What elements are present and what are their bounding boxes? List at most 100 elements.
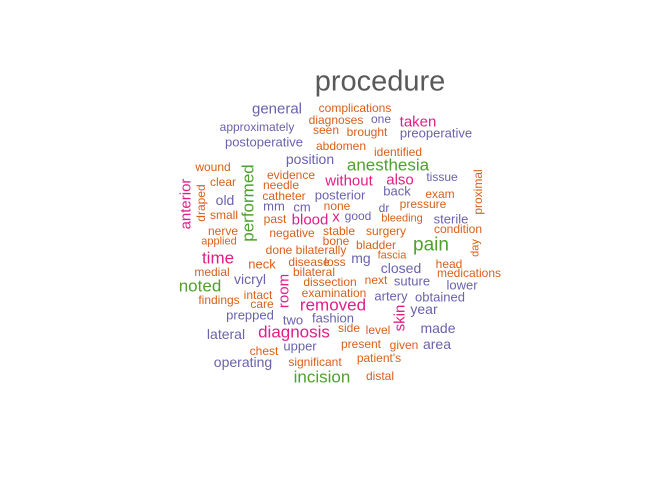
word-position: position <box>285 151 335 167</box>
word-bleeding: bleeding <box>381 212 423 225</box>
word-level: level <box>365 323 391 337</box>
word-posterior: posterior <box>314 187 366 203</box>
word-catheter: catheter <box>262 189 306 203</box>
word-done: done <box>265 243 293 257</box>
word-needle: needle <box>262 178 300 192</box>
word-one: one <box>370 112 392 126</box>
word-two: two <box>282 312 304 328</box>
word-made: made <box>420 320 456 336</box>
word-lower: lower <box>446 277 478 293</box>
word-back: back <box>383 183 411 199</box>
word-general: general <box>251 100 303 118</box>
word-surgery: surgery <box>365 224 407 238</box>
word-suture: suture <box>393 273 431 289</box>
word-mg: mg <box>351 250 371 266</box>
word-fashion: fashion <box>312 310 354 326</box>
word-room: room <box>275 273 293 309</box>
word-x: x <box>332 208 340 226</box>
word-negative: negative <box>269 226 315 240</box>
word-dr: dr <box>378 201 390 215</box>
word-mm: mm <box>263 198 285 214</box>
word-nerve: nerve <box>207 224 239 238</box>
word-proximal: proximal <box>471 169 485 215</box>
word-lateral: lateral <box>206 326 246 342</box>
word-cm: cm <box>293 199 311 215</box>
word-loss: loss <box>324 255 346 269</box>
word-diagnosis: diagnosis <box>258 322 330 342</box>
word-pain: pain <box>413 234 449 256</box>
word-also: also <box>386 171 414 189</box>
word-head: head <box>435 257 463 271</box>
word-neck: neck <box>248 256 276 272</box>
word-postoperative: postoperative <box>224 134 304 150</box>
word-day: day <box>469 239 482 257</box>
word-condition: condition <box>433 222 483 236</box>
word-vicryl: vicryl <box>234 271 266 287</box>
word-anterior: anterior <box>177 178 195 230</box>
word-obtained: obtained <box>415 289 465 305</box>
word-bilateral: bilateral <box>292 265 336 279</box>
word-dissection: dissection <box>303 275 357 289</box>
word-present: present <box>340 337 382 351</box>
word-procedure: procedure <box>314 65 446 98</box>
word-seen: seen <box>312 123 340 137</box>
word-disease: disease <box>288 255 330 269</box>
word-closed: closed <box>380 260 422 276</box>
word-performed: performed <box>238 164 258 242</box>
word-patients: patient's <box>356 351 402 365</box>
word-upper: upper <box>283 338 317 354</box>
word-small: small <box>209 208 239 222</box>
word-sterile: sterile <box>433 211 469 227</box>
word-removed: removed <box>299 295 367 315</box>
word-given: given <box>389 338 419 352</box>
word-side: side <box>337 321 361 335</box>
word-artery: artery <box>374 288 408 304</box>
word-taken: taken <box>399 113 437 131</box>
word-time: time <box>201 248 235 268</box>
word-exam: exam <box>425 187 455 201</box>
word-medications: medications <box>436 266 502 280</box>
word-prepped: prepped <box>226 307 274 323</box>
word-chest: chest <box>249 344 279 358</box>
word-identified: identified <box>373 145 423 159</box>
word-abdomen: abdomen <box>315 139 367 153</box>
word-next: next <box>364 273 388 287</box>
word-year: year <box>410 301 438 317</box>
word-area: area <box>422 336 452 352</box>
word-distal: distal <box>365 369 395 383</box>
word-incision: incision <box>293 367 351 387</box>
word-clear: clear <box>209 175 237 189</box>
word-intact: intact <box>243 288 273 302</box>
word-bone: bone <box>322 234 350 248</box>
word-noted: noted <box>178 276 222 296</box>
word-stable: stable <box>322 224 356 238</box>
word-evidence: evidence <box>266 168 316 182</box>
word-without: without <box>325 172 373 190</box>
word-anesthesia: anesthesia <box>346 155 430 175</box>
word-significant: significant <box>288 355 342 369</box>
word-fascia: fascia <box>377 249 407 262</box>
word-past: past <box>263 212 287 226</box>
word-skin: skin <box>391 304 409 332</box>
word-good: good <box>344 209 372 223</box>
word-bladder: bladder <box>355 238 397 252</box>
word-care: care <box>250 297 274 311</box>
word-operating: operating <box>213 354 273 370</box>
word-draped: draped <box>194 184 208 222</box>
word-diagnoses: diagnoses <box>308 113 364 127</box>
word-blood: blood <box>291 211 329 229</box>
word-pressure: pressure <box>399 197 447 211</box>
word-none: none <box>323 199 351 213</box>
word-findings: findings <box>198 293 240 307</box>
word-wound: wound <box>195 160 231 174</box>
word-examination: examination <box>301 286 367 300</box>
word-preoperative: preoperative <box>399 125 473 141</box>
word-bilaterally: bilaterally <box>295 243 347 257</box>
word-tissue: tissue <box>426 170 458 184</box>
word-medial: medial <box>194 265 230 279</box>
word-brought: brought <box>346 125 388 139</box>
word-old: old <box>215 192 235 208</box>
word-complications: complications <box>318 101 392 115</box>
word-applied: applied <box>201 235 237 248</box>
